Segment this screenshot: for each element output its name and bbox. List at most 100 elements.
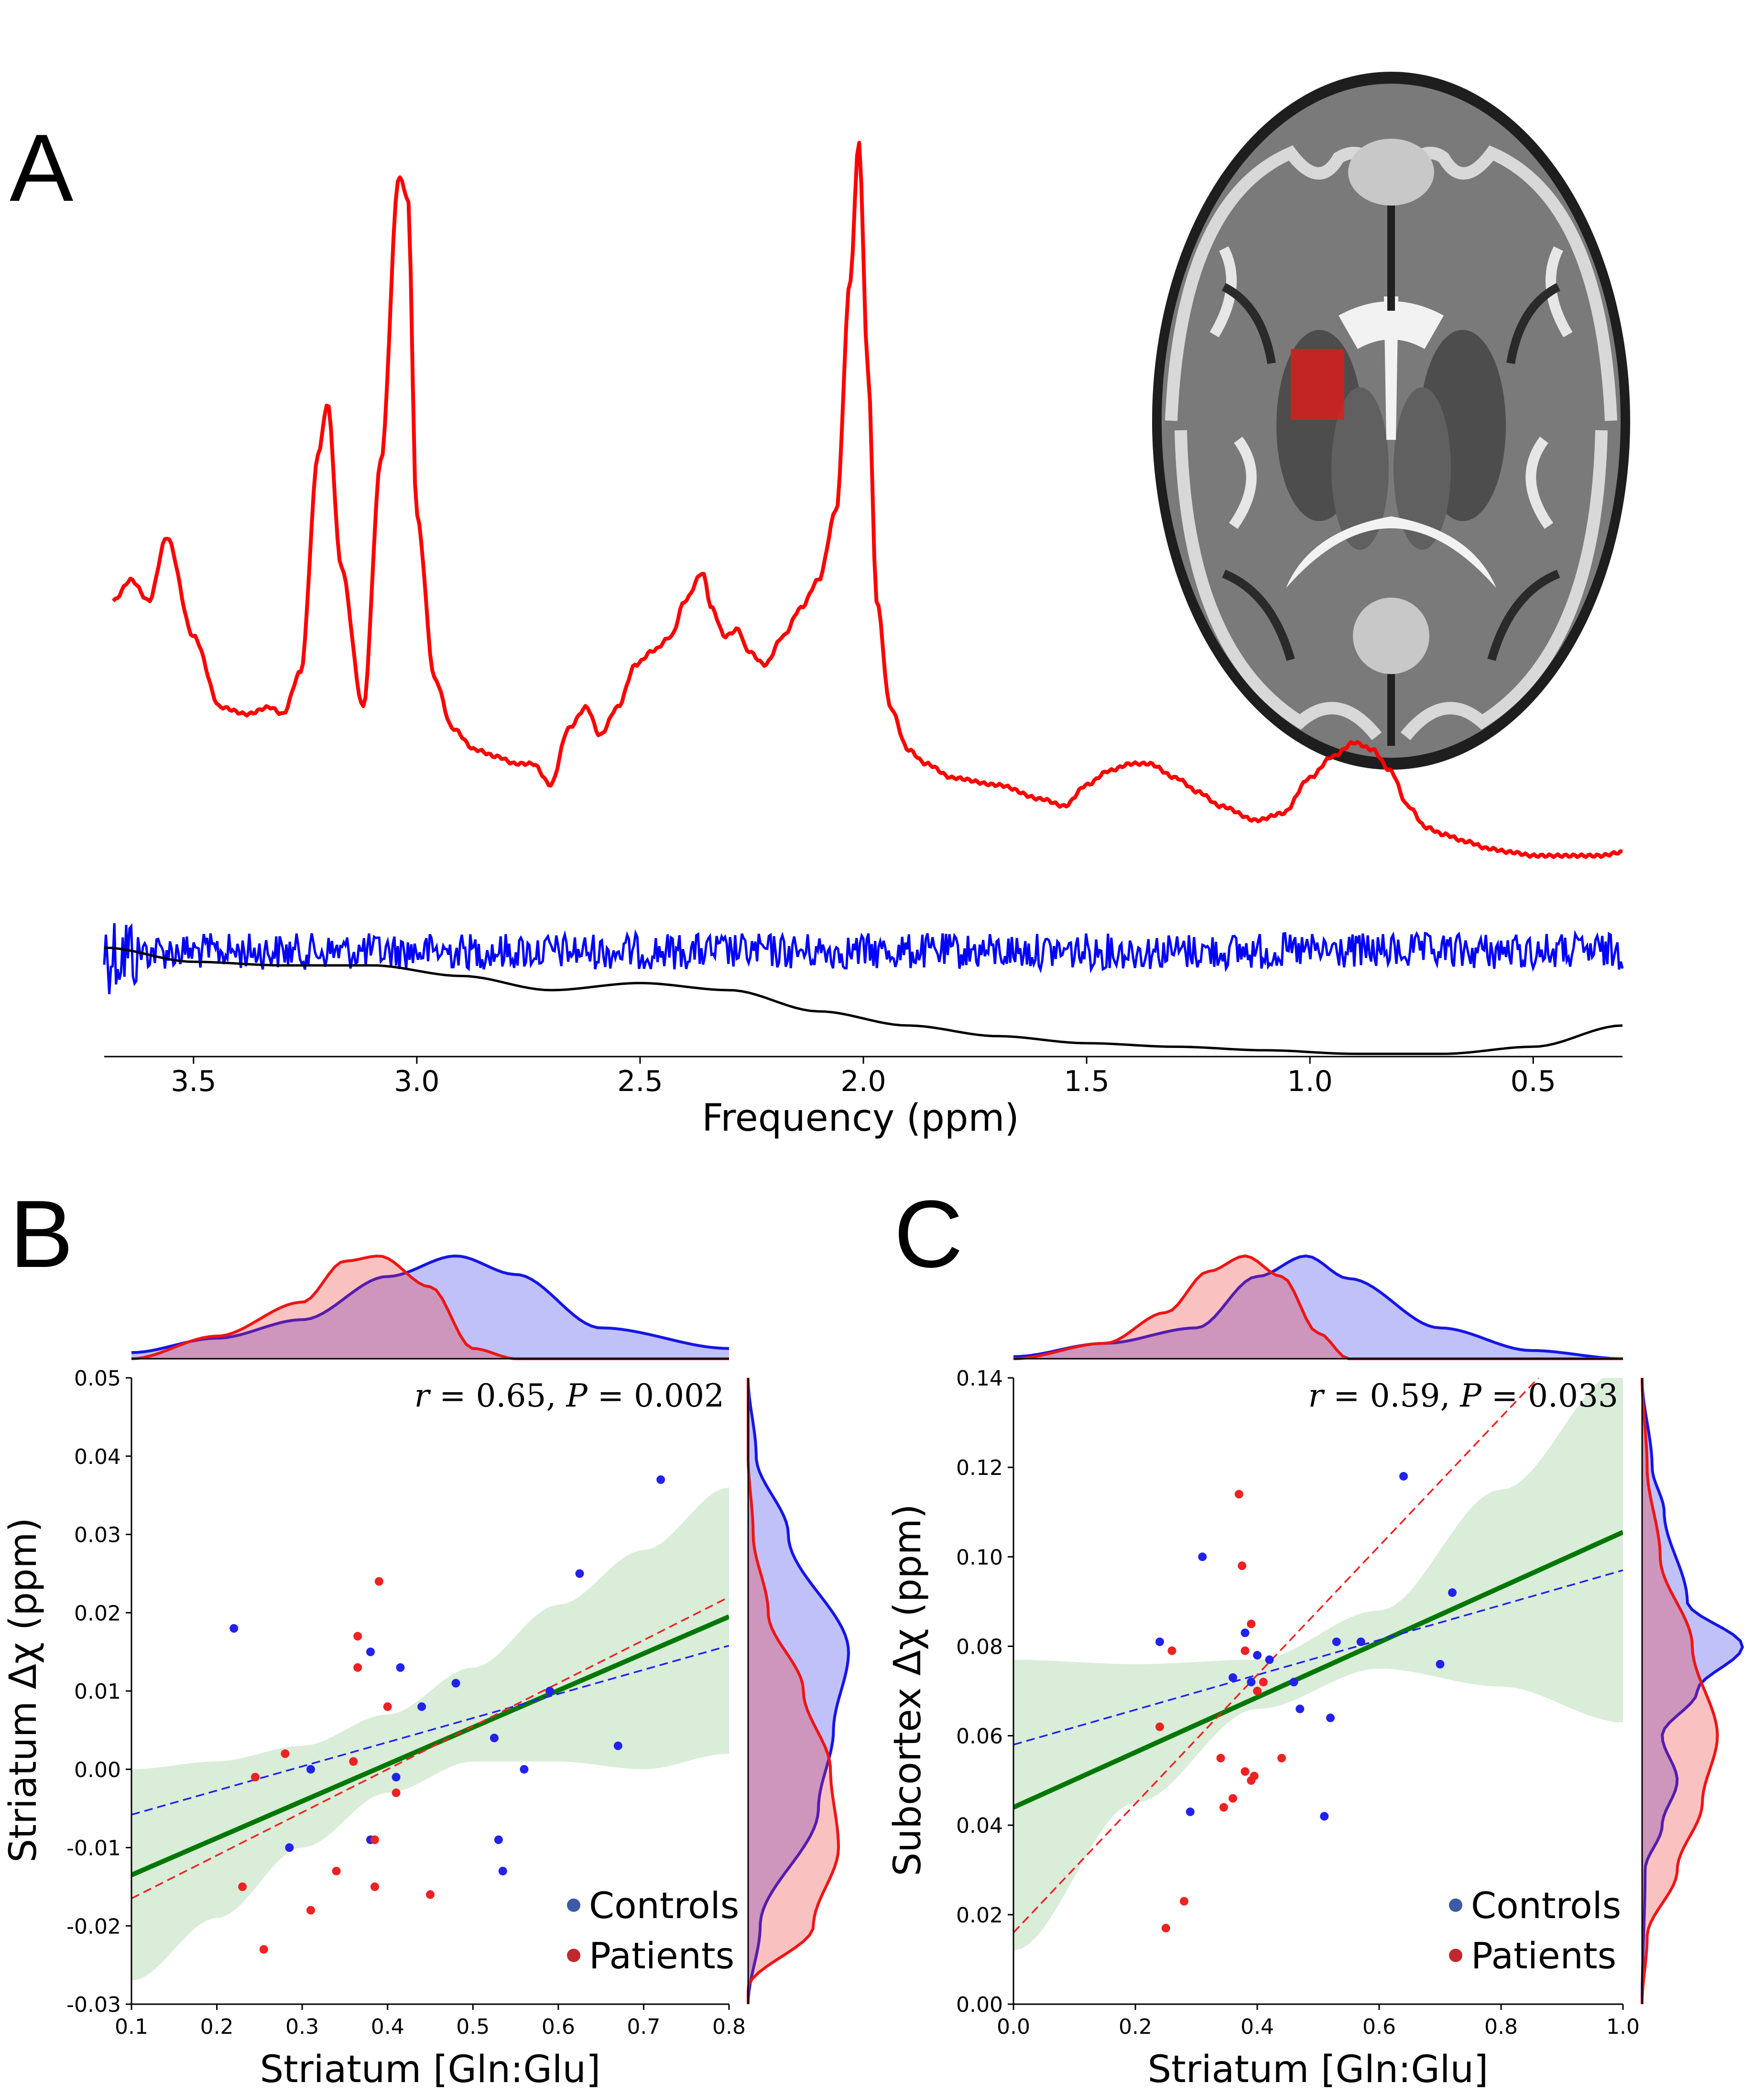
data-point-patients: [1229, 1794, 1237, 1803]
data-point-patients: [392, 1788, 401, 1797]
data-point-controls: [1265, 1655, 1274, 1664]
data-point-patients: [1161, 1923, 1170, 1932]
top-density-patients-fill: [131, 1256, 729, 1359]
panel-c-legend: Controls Patients: [1449, 1884, 1621, 1977]
panel-c-x-ticks: 0.0 0.2 0.4 0.6 0.8 1.0: [997, 2004, 1640, 2039]
right-density-controls-curve: [747, 1377, 850, 2005]
panel-a-x-label: Frequency (ppm): [702, 1097, 1019, 1140]
panel-b-letter: B: [10, 1181, 73, 1288]
data-point-controls: [498, 1866, 507, 1876]
data-point-patients: [349, 1757, 358, 1766]
data-point-controls: [1320, 1812, 1329, 1821]
panel-b-x-ticks: 0.1 0.2 0.3 0.4 0.5 0.6 0.7 0.8: [115, 2004, 746, 2039]
y-tick-label: 0.00: [74, 1758, 121, 1782]
x-tick-label: 0.7: [627, 2015, 660, 2039]
y-tick-label: -0.03: [66, 1993, 121, 2017]
data-point-controls: [1448, 1588, 1457, 1597]
x-tick-label: 1.0: [1606, 2015, 1640, 2039]
data-point-patients: [426, 1890, 435, 1899]
right-density-patients-curve: [1641, 1377, 1719, 2005]
spectrum-trace: [111, 141, 1623, 859]
data-point-controls: [417, 1702, 426, 1711]
data-point-patients: [370, 1835, 379, 1844]
right-density-controls-curve: [1641, 1377, 1744, 2004]
top-density-controls-curve: [1013, 1254, 1623, 1360]
data-point-patients: [370, 1882, 379, 1891]
data-point-controls: [1332, 1637, 1341, 1647]
data-point-patients: [1167, 1646, 1176, 1655]
data-point-patients: [306, 1906, 315, 1915]
data-point-controls: [229, 1624, 239, 1633]
y-tick-label: 0.00: [956, 1993, 1003, 2017]
data-point-controls: [1399, 1472, 1408, 1481]
panel-b-stat: r = 0.65, P = 0.002: [414, 1377, 724, 1414]
panel-b-ci-band: [131, 1487, 729, 1981]
data-point-patients: [353, 1632, 362, 1641]
data-point-patients: [1241, 1767, 1250, 1776]
data-point-controls: [490, 1734, 499, 1743]
x-tick-label: 0.8: [1484, 2015, 1518, 2039]
data-point-controls: [1155, 1637, 1164, 1647]
x-tick-label: 2.0: [840, 1065, 886, 1098]
data-point-controls: [451, 1679, 460, 1688]
data-point-controls: [1241, 1628, 1250, 1637]
data-point-patients: [374, 1577, 383, 1586]
panel-c-y-label: Subcortex Δχ (ppm): [886, 1504, 929, 1876]
panel-b-top-density: [131, 1255, 730, 1360]
y-tick-label: 0.06: [956, 1724, 1003, 1749]
x-tick-label: 0.0: [997, 2015, 1030, 2039]
x-tick-label: 0.2: [200, 2015, 234, 2039]
data-point-patients: [1238, 1561, 1247, 1570]
data-point-patients: [1234, 1490, 1243, 1499]
data-point-patients: [259, 1945, 268, 1954]
legend-patients-marker: [567, 1949, 580, 1962]
legend-patients-marker: [1449, 1949, 1462, 1962]
data-point-controls: [656, 1475, 665, 1484]
legend-controls-label: Controls: [589, 1884, 739, 1927]
data-point-patients: [1155, 1722, 1164, 1731]
panel-c-x-label: Striatum [Gln:Glu]: [1148, 2048, 1489, 2091]
right-density-patients-fill: [1642, 1378, 1718, 2004]
right-density-patients-fill: [748, 1378, 838, 2004]
right-density-patients-curve: [747, 1378, 840, 2004]
panel-c-stat-p: P: [1459, 1377, 1482, 1414]
x-tick-label: 0.6: [542, 2015, 575, 2039]
panel-b-stat-p: P: [566, 1377, 588, 1414]
panel-b-right-density: [747, 1377, 850, 2005]
x-tick-label: 0.5: [1510, 1065, 1556, 1098]
x-tick-label: 3.5: [171, 1065, 216, 1098]
data-point-controls: [1289, 1678, 1298, 1687]
y-tick-label: -0.02: [66, 1914, 121, 1939]
x-tick-label: 0.6: [1362, 2015, 1396, 2039]
legend-patients-label: Patients: [1471, 1934, 1616, 1977]
x-tick-label: 3.0: [394, 1065, 439, 1098]
fit-line-patients: [1013, 1378, 1540, 1933]
panel-b-stat-p-val: = 0.002: [588, 1377, 724, 1414]
legend-controls-marker: [1449, 1899, 1462, 1912]
y-tick-label: 0.04: [956, 1814, 1003, 1838]
y-tick-label: -0.01: [66, 1836, 121, 1861]
panel-b-legend: Controls Patients: [567, 1884, 739, 1977]
y-tick-label: 0.14: [956, 1366, 1003, 1391]
panel-c-top-density: [1013, 1254, 1623, 1360]
data-point-patients: [1241, 1646, 1250, 1655]
y-tick-label: 0.02: [956, 1903, 1003, 1928]
data-point-patients: [281, 1749, 290, 1758]
data-point-controls: [1326, 1713, 1335, 1723]
panel-c-stat-p-val: = 0.033: [1481, 1377, 1618, 1414]
data-point-controls: [366, 1648, 375, 1657]
x-tick-label: 0.8: [712, 2015, 746, 2039]
data-point-controls: [396, 1663, 405, 1672]
data-point-controls: [1253, 1651, 1262, 1660]
roi-box: [1291, 349, 1344, 420]
y-tick-label: 0.08: [956, 1635, 1003, 1659]
data-point-patients: [1250, 1771, 1259, 1780]
data-point-patients: [1219, 1803, 1228, 1812]
data-point-patients: [1277, 1754, 1286, 1763]
data-point-controls: [1186, 1807, 1195, 1816]
right-density-controls-fill: [748, 1378, 849, 2004]
fit-line-overall: [131, 1614, 729, 1877]
legend-patients-label: Patients: [589, 1934, 734, 1977]
fit-line-controls: [1013, 1569, 1623, 1746]
x-tick-label: 0.1: [115, 2015, 148, 2039]
